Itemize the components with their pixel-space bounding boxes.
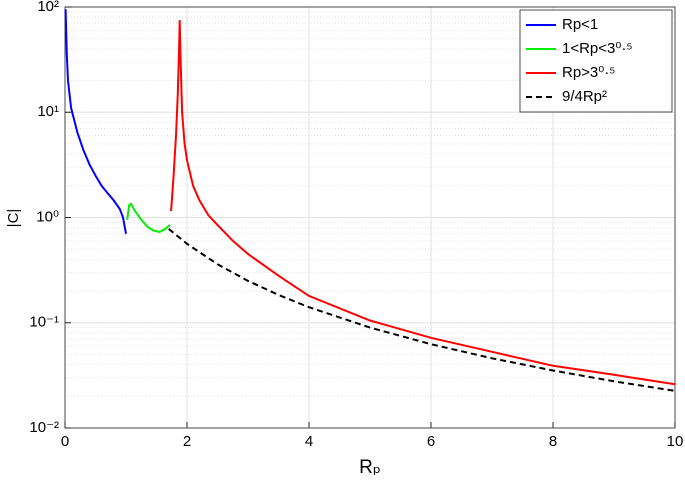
plot-frame <box>64 6 676 429</box>
x-tick-label: 6 <box>427 433 435 450</box>
legend-label: 9/4Rp² <box>562 88 607 105</box>
legend-label: Rp>3⁰·⁵ <box>562 64 616 81</box>
x-tick-label: 2 <box>183 433 191 450</box>
series-line <box>64 9 127 234</box>
x-axis-label: Rₚ <box>359 457 381 478</box>
legend-label: 1<Rp<3⁰·⁵ <box>562 40 633 57</box>
y-axis-label: |C| <box>5 209 22 228</box>
y-tick-label: 10⁻² <box>29 419 59 436</box>
legend-box <box>519 9 673 113</box>
y-tick-label: 10¹ <box>37 103 59 120</box>
x-tick-label: 0 <box>61 433 69 450</box>
y-tick-label: 10⁻¹ <box>29 314 59 331</box>
y-tick-label: 10⁰ <box>36 208 59 225</box>
series-line <box>168 228 676 392</box>
x-tick-label: 10 <box>667 433 684 450</box>
series-line <box>170 20 676 386</box>
x-tick-label: 8 <box>549 433 557 450</box>
y-tick-label: 10² <box>37 0 59 15</box>
series-line <box>126 202 171 233</box>
x-tick-label: 4 <box>305 433 313 450</box>
legend-label: Rp<1 <box>562 16 598 33</box>
